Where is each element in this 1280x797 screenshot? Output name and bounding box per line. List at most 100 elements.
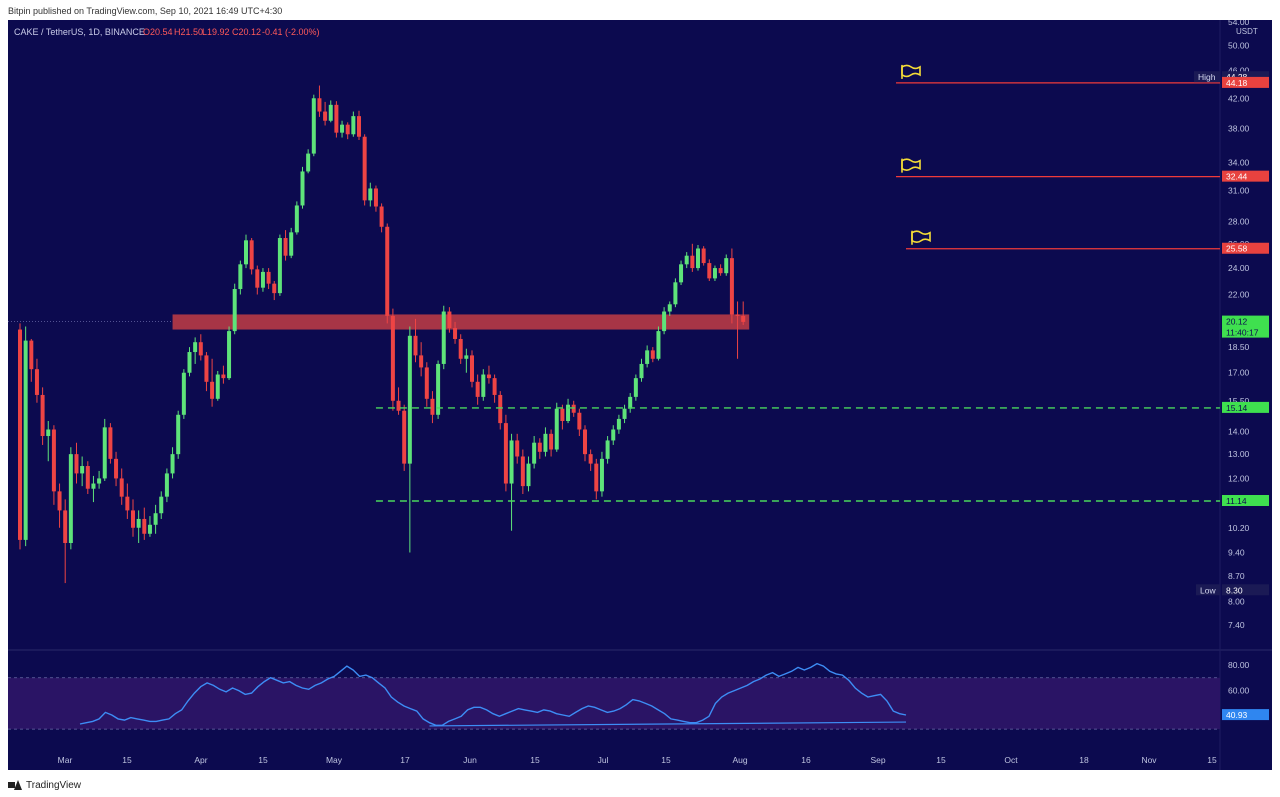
candle-body bbox=[639, 363, 644, 379]
candle-body bbox=[159, 496, 164, 514]
candle-body bbox=[413, 335, 418, 356]
candle bbox=[407, 326, 412, 553]
candle bbox=[413, 318, 418, 363]
candle bbox=[509, 433, 514, 531]
candle-body bbox=[198, 342, 203, 356]
candle bbox=[628, 393, 633, 413]
candle bbox=[68, 447, 73, 550]
candle-body bbox=[441, 311, 446, 364]
flag-icon bbox=[901, 64, 921, 79]
candle-body bbox=[153, 513, 158, 525]
candle bbox=[532, 436, 537, 469]
candle bbox=[136, 510, 141, 544]
y-tick-label: 8.00 bbox=[1228, 596, 1245, 606]
flag-cloth bbox=[911, 230, 931, 244]
candle bbox=[193, 337, 198, 364]
y-tick-label: 17.00 bbox=[1228, 368, 1250, 378]
candle bbox=[345, 122, 350, 140]
s1-tag-bg bbox=[1222, 401, 1269, 413]
candle bbox=[616, 414, 621, 434]
candle bbox=[662, 307, 667, 335]
s2-tag-bg bbox=[1222, 495, 1269, 507]
candle-body bbox=[29, 340, 34, 370]
candle bbox=[656, 326, 661, 361]
candle-body bbox=[402, 410, 407, 464]
candle bbox=[74, 442, 79, 484]
candle bbox=[80, 456, 85, 487]
candle bbox=[396, 387, 401, 415]
candle-body bbox=[385, 226, 390, 316]
r2-tag-bg bbox=[1222, 170, 1269, 182]
candle-body bbox=[34, 369, 39, 395]
candle bbox=[560, 404, 565, 430]
candle bbox=[667, 301, 672, 316]
candle bbox=[85, 461, 90, 494]
candle-body bbox=[277, 238, 282, 294]
candle bbox=[142, 507, 147, 540]
candle-body bbox=[40, 394, 45, 437]
candle-body bbox=[249, 240, 254, 270]
candle bbox=[40, 387, 45, 445]
candle bbox=[255, 265, 260, 295]
candle-body bbox=[97, 478, 102, 484]
candle-body bbox=[373, 188, 378, 207]
candle-body bbox=[498, 394, 503, 424]
currency-label: USDT bbox=[1236, 27, 1258, 36]
rsi-tick-label: 60.00 bbox=[1228, 686, 1250, 696]
r3-tag: 25.58 bbox=[1226, 244, 1248, 254]
candle-body bbox=[520, 456, 525, 487]
candle-body bbox=[46, 429, 51, 437]
candle bbox=[679, 260, 684, 285]
candle-body bbox=[63, 510, 68, 544]
candle-body bbox=[503, 423, 508, 484]
candle bbox=[334, 101, 339, 138]
candle bbox=[588, 449, 593, 471]
candle-body bbox=[119, 478, 124, 497]
candle-body bbox=[718, 268, 723, 274]
candle bbox=[238, 260, 243, 295]
last-tag: 20.12 bbox=[1226, 317, 1248, 327]
candle bbox=[741, 301, 746, 325]
x-tick-label: 18 bbox=[1079, 755, 1089, 765]
candle bbox=[187, 347, 192, 377]
candle-body bbox=[91, 483, 96, 489]
candle-body bbox=[294, 205, 299, 233]
candle-body bbox=[232, 289, 237, 332]
candle-body bbox=[210, 381, 215, 399]
candle bbox=[23, 326, 28, 547]
y-tick-label: 42.00 bbox=[1228, 93, 1250, 103]
candle-body bbox=[679, 264, 684, 283]
candle bbox=[373, 185, 378, 212]
candle-body bbox=[554, 408, 559, 450]
candle bbox=[249, 238, 254, 275]
candle bbox=[503, 414, 508, 492]
candle bbox=[633, 374, 638, 401]
candle bbox=[357, 110, 361, 141]
candle-body bbox=[85, 466, 90, 489]
candle bbox=[735, 301, 740, 359]
candle bbox=[57, 483, 62, 528]
rsi-last-bg bbox=[1222, 709, 1269, 721]
y-tick-label: 12.00 bbox=[1228, 473, 1250, 483]
candle bbox=[430, 391, 435, 424]
candle bbox=[266, 268, 271, 290]
candle-body bbox=[102, 427, 107, 479]
candle-body bbox=[390, 315, 395, 401]
candle-body bbox=[532, 442, 537, 464]
candle bbox=[520, 449, 525, 494]
candle bbox=[718, 264, 723, 276]
candle bbox=[402, 404, 407, 471]
candle-body bbox=[181, 372, 186, 415]
x-tick-label: 15 bbox=[258, 755, 268, 765]
candle bbox=[470, 350, 474, 388]
support-zone bbox=[172, 314, 750, 330]
candle-body bbox=[215, 374, 220, 399]
candle-body bbox=[707, 263, 712, 279]
candle-body bbox=[662, 311, 667, 332]
price-chart[interactable]: 54.00 50.00 46.00 42.00 38.00 34.00 31.00 28.00… bbox=[8, 17, 1272, 770]
candle-body bbox=[379, 206, 384, 227]
candle-body bbox=[328, 104, 333, 121]
candle-body bbox=[560, 408, 565, 422]
candle-body bbox=[599, 458, 604, 492]
symbol-title: CAKE / TetherUS, 1D, BINANCE bbox=[14, 27, 145, 37]
